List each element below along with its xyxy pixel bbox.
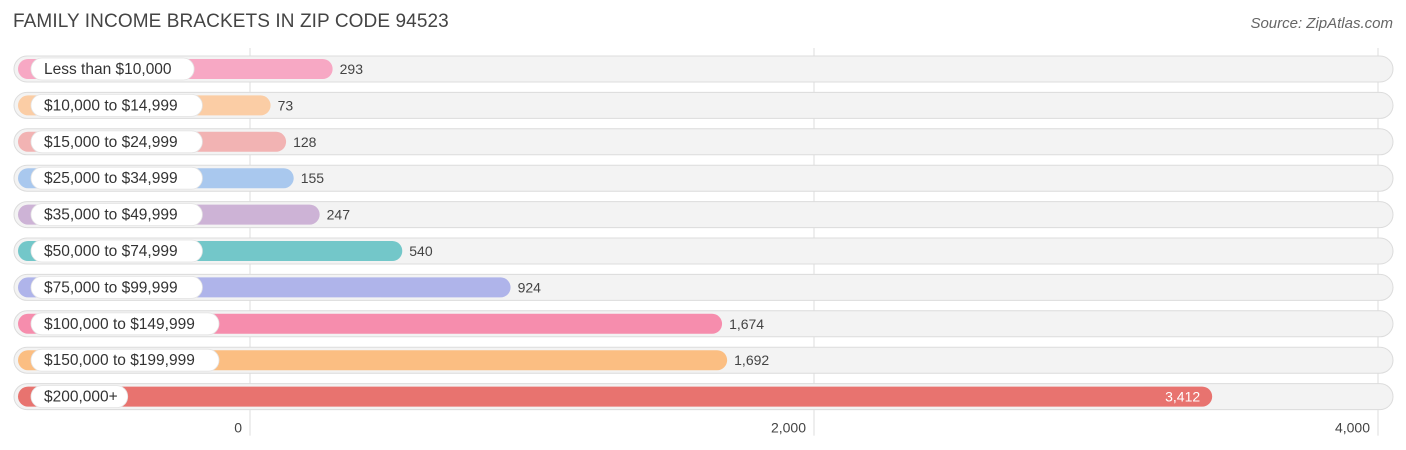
category-pill bbox=[30, 239, 203, 263]
category-label: $50,000 to $74,999 bbox=[44, 243, 178, 260]
category-pill bbox=[30, 57, 195, 81]
category-label: $200,000+ bbox=[44, 389, 118, 406]
value-label: 247 bbox=[327, 207, 351, 223]
value-label: 1,674 bbox=[729, 316, 764, 332]
row-track bbox=[13, 55, 1394, 83]
value-label: 3,412 bbox=[1165, 389, 1200, 405]
value-label: 128 bbox=[293, 134, 317, 150]
value-label: 293 bbox=[340, 61, 364, 77]
row-track bbox=[13, 164, 1394, 192]
category-pill bbox=[30, 203, 203, 227]
category-label: $35,000 to $49,999 bbox=[44, 207, 178, 224]
chart-title: FAMILY INCOME BRACKETS IN ZIP CODE 94523 bbox=[13, 11, 449, 32]
value-label: 1,692 bbox=[734, 352, 769, 368]
category-label: $25,000 to $34,999 bbox=[44, 170, 178, 187]
row-track bbox=[13, 128, 1394, 156]
category-pill bbox=[30, 348, 220, 372]
row-track bbox=[13, 91, 1394, 119]
category-pill bbox=[30, 385, 129, 409]
value-label: 155 bbox=[301, 170, 325, 186]
row-track bbox=[13, 201, 1394, 229]
category-pill bbox=[30, 275, 203, 299]
category-pill bbox=[30, 166, 203, 190]
value-label: 540 bbox=[409, 243, 433, 259]
category-label: $75,000 to $99,999 bbox=[44, 279, 178, 296]
category-label: $100,000 to $149,999 bbox=[44, 316, 195, 333]
category-label: $150,000 to $199,999 bbox=[44, 352, 195, 369]
x-tick-label: 2,000 bbox=[771, 420, 806, 436]
x-tick-label: 0 bbox=[234, 420, 242, 436]
category-label: $15,000 to $24,999 bbox=[44, 134, 178, 151]
x-tick-label: 4,000 bbox=[1335, 420, 1370, 436]
category-pill bbox=[30, 130, 203, 154]
category-pill bbox=[30, 312, 220, 336]
chart-source: Source: ZipAtlas.com bbox=[1250, 15, 1393, 32]
category-pill bbox=[30, 94, 203, 117]
category-label: $10,000 to $14,999 bbox=[44, 97, 178, 114]
bar[interactable] bbox=[18, 386, 1213, 407]
category-label: Less than $10,000 bbox=[44, 61, 172, 78]
value-label: 924 bbox=[518, 279, 542, 295]
value-label: 73 bbox=[278, 97, 294, 113]
